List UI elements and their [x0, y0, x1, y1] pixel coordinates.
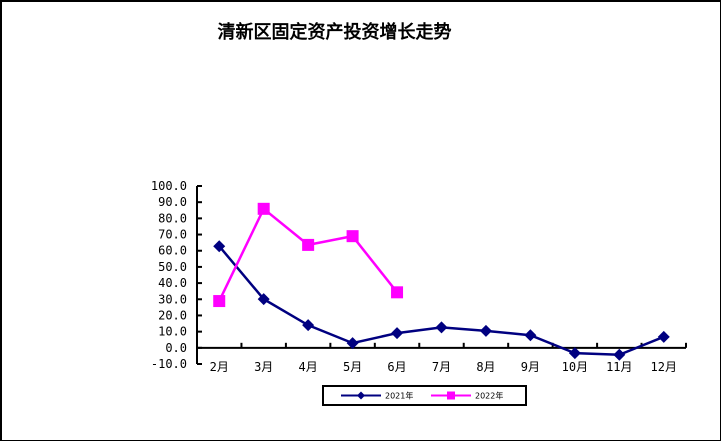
series-2021年: [213, 240, 670, 361]
data-point-diamond: [302, 319, 315, 332]
x-tick-label: 5月: [343, 360, 362, 374]
x-tick-label: 8月: [476, 360, 495, 374]
x-tick-label: 2月: [210, 360, 229, 374]
legend-label: 2021年: [385, 391, 413, 401]
data-point-square: [346, 230, 359, 243]
y-tick-label: 80.0: [158, 211, 187, 225]
y-tick-label: 40.0: [158, 276, 187, 290]
data-point-diamond: [435, 321, 448, 334]
y-tick-label: 20.0: [158, 308, 187, 322]
y-tick-label: 50.0: [158, 260, 187, 274]
data-point-square: [213, 295, 226, 308]
y-tick-label: 10.0: [158, 325, 187, 339]
x-tick-label: 12月: [651, 360, 677, 374]
y-tick-label: 90.0: [158, 195, 187, 209]
x-tick-label: 11月: [606, 360, 632, 374]
x-tick-label: 3月: [254, 360, 273, 374]
data-point-diamond: [657, 330, 670, 343]
data-point-diamond: [213, 240, 226, 253]
chart-title: 清新区固定资产投资增长走势: [217, 22, 452, 43]
y-tick-label: 30.0: [158, 292, 187, 306]
y-tick-label: 0.0: [165, 341, 187, 355]
x-tick-label: 10月: [562, 360, 588, 374]
data-point-diamond: [568, 347, 581, 360]
data-point-diamond: [346, 337, 359, 350]
x-tick-label: 7月: [432, 360, 451, 374]
data-point-diamond: [479, 324, 492, 337]
data-point-square: [391, 286, 404, 299]
legend: 2021年 2022年: [322, 385, 527, 406]
data-point-square: [257, 202, 270, 215]
data-point-square: [302, 238, 315, 251]
y-tick-label: 100.0: [151, 179, 187, 193]
x-tick-label: 4月: [299, 360, 318, 374]
data-point-diamond: [524, 329, 537, 342]
series-2022年: [213, 202, 404, 308]
x-tick-label: 9月: [521, 360, 540, 374]
data-point-diamond: [391, 327, 404, 340]
data-point-diamond: [257, 293, 270, 306]
legend-label: 2022年: [475, 391, 503, 401]
y-tick-label: 70.0: [158, 228, 187, 242]
data-point-diamond: [613, 348, 626, 361]
y-tick-label: 60.0: [158, 244, 187, 258]
x-tick-label: 6月: [387, 360, 406, 374]
y-tick-label: -10.0: [151, 357, 187, 371]
